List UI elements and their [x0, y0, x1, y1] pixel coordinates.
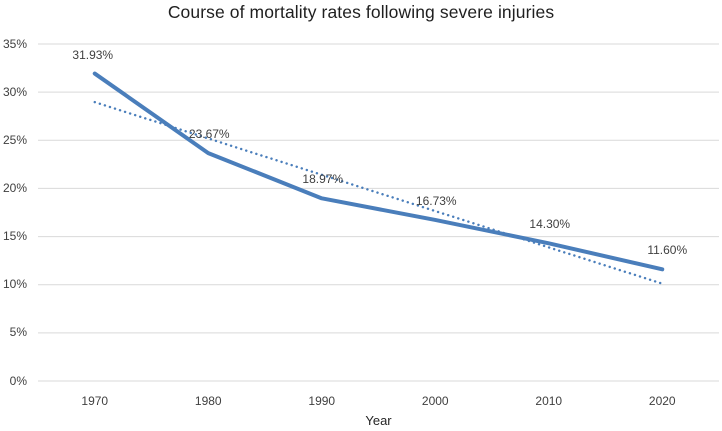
- y-tick-label: 0%: [9, 373, 27, 388]
- data-label: 11.60%: [647, 243, 688, 258]
- data-label: 31.93%: [72, 47, 114, 62]
- y-tick-label: 35%: [2, 36, 27, 51]
- x-tick-label: 2000: [421, 394, 449, 408]
- chart-title: Course of mortality rates following seve…: [167, 2, 555, 22]
- data-label: 23.67%: [188, 127, 230, 142]
- x-tick-label: 2020: [648, 394, 676, 408]
- data-label: 16.73%: [415, 193, 457, 208]
- data-label: 14.30%: [529, 217, 571, 232]
- data-label: 18.97%: [302, 172, 344, 187]
- linear-trendline-line: [93, 100, 664, 285]
- y-tick-label: 10%: [2, 277, 27, 292]
- x-tick-label: 1980: [194, 394, 222, 408]
- x-tick-label: 1970: [81, 394, 109, 408]
- y-tick-label: 5%: [9, 325, 27, 340]
- y-tick-label: 30%: [2, 84, 27, 99]
- y-tick-label: 20%: [2, 180, 27, 195]
- x-tick-label: 1990: [308, 394, 336, 408]
- mortality-rate-line: [92, 71, 665, 272]
- y-tick-label: 15%: [2, 229, 27, 244]
- y-tick-label: 25%: [2, 132, 27, 147]
- x-axis-title: Year: [365, 413, 392, 428]
- x-tick-label: 2010: [535, 394, 563, 408]
